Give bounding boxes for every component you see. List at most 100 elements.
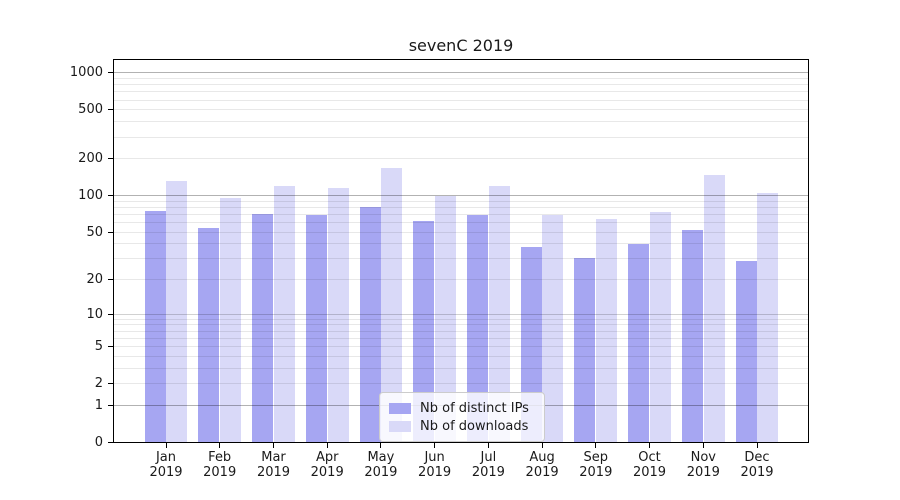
x-tick-label-line: Jun <box>424 450 445 465</box>
y-tick-mark <box>108 404 113 406</box>
x-tick-label-line: Sep <box>583 450 609 465</box>
y-tick-mark <box>108 313 113 315</box>
legend-swatch-distinct-ips <box>389 403 411 414</box>
legend-label-distinct-ips: Nb of distinct IPs <box>420 401 529 416</box>
bar-distinct-ips-jan <box>144 211 166 443</box>
x-tick-mark <box>165 443 167 448</box>
x-tick-label-line: 2019 <box>740 465 774 480</box>
gridline-minor <box>113 99 809 101</box>
bar-downloads-dec <box>757 193 779 443</box>
chart-title: sevenC 2019 <box>408 36 514 55</box>
bar-downloads-sep <box>596 218 618 443</box>
x-tick-label-dec: Dec 2019 <box>725 450 789 480</box>
x-tick-label-line: 2019 <box>418 465 452 480</box>
bar-distinct-ips-nov <box>681 229 703 443</box>
gridline-minor <box>113 84 809 86</box>
x-tick-label-apr: Apr 2019 <box>295 450 359 480</box>
x-tick-label-sep: Sep 2019 <box>564 450 628 480</box>
x-tick-label-line: May <box>367 450 395 465</box>
bar-distinct-ips-may <box>359 206 381 443</box>
gridline-minor <box>113 279 809 281</box>
y-tick-mark <box>108 279 113 281</box>
x-tick-label-jan: Jan 2019 <box>134 450 198 480</box>
x-tick-label-line: 2019 <box>525 465 559 480</box>
x-tick-mark <box>702 443 704 448</box>
gridline-minor <box>113 337 809 339</box>
bar-downloads-nov <box>703 174 725 443</box>
plot-area: 1000 500 200 100 50 20 10 5 2 1 0 Jan 2019 Feb 2019 Mar… <box>70 59 809 480</box>
bar-distinct-ips-sep <box>574 257 596 443</box>
legend: Nb of distinct IPs Nb of downloads <box>379 392 545 442</box>
y-tick-label: 5 <box>94 339 103 355</box>
y-tick-mark <box>108 72 113 74</box>
x-tick-label-oct: Oct 2019 <box>618 450 682 480</box>
x-tick-label-line: 2019 <box>203 465 237 480</box>
y-tick-label: 1000 <box>69 65 103 81</box>
gridline-minor <box>113 330 809 332</box>
x-tick-mark <box>487 443 489 448</box>
x-tick-mark <box>326 443 328 448</box>
gridline-minor <box>113 121 809 123</box>
x-tick-mark <box>273 443 274 448</box>
bar-distinct-ips-apr <box>305 214 327 443</box>
x-tick-label-jul: Jul 2019 <box>456 450 520 480</box>
y-tick-mark <box>108 158 113 160</box>
x-tick-mark <box>756 443 758 448</box>
gridline-minor <box>113 231 809 233</box>
bar-distinct-ips-mar <box>252 214 274 443</box>
x-tick-label-nov: Nov 2019 <box>671 450 735 480</box>
y-tick-mark <box>108 346 113 348</box>
gridline-minor <box>113 243 809 245</box>
y-tick-label: 2 <box>94 376 103 392</box>
bar-downloads-feb <box>220 197 242 443</box>
legend-item: Nb of distinct IPs <box>389 400 535 417</box>
x-tick-label-line: Oct <box>638 450 661 465</box>
x-tick-label-line: Apr <box>315 450 339 465</box>
x-tick-label-line: 2019 <box>310 465 344 480</box>
bar-downloads-jun <box>435 195 457 443</box>
gridline-mid <box>113 313 809 315</box>
bar-distinct-ips-jun <box>413 221 435 443</box>
gridline-minor <box>113 158 809 160</box>
legend-label-downloads: Nb of downloads <box>420 419 529 434</box>
x-tick-label-line: Feb <box>208 450 232 465</box>
x-tick-label-line: Mar <box>261 450 286 465</box>
x-tick-mark <box>219 443 221 448</box>
legend-swatch-downloads <box>389 421 411 432</box>
y-tick-mark <box>108 195 113 197</box>
x-tick-mark <box>380 443 382 448</box>
gridline-major <box>113 195 809 197</box>
bar-distinct-ips-oct <box>628 244 650 443</box>
bar-downloads-may <box>381 167 403 443</box>
legend-item: Nb of downloads <box>389 418 535 435</box>
bar-downloads-mar <box>273 185 295 443</box>
gridline-minor <box>113 213 809 215</box>
x-tick-label-line: 2019 <box>579 465 613 480</box>
x-tick-mark <box>595 443 597 448</box>
gridline-major <box>113 72 809 74</box>
y-tick-label: 100 <box>78 188 103 204</box>
y-tick-label: 10 <box>86 306 103 322</box>
gridline-minor <box>113 258 809 260</box>
x-tick-label-aug: Aug 2019 <box>510 450 574 480</box>
y-tick-label: 1 <box>94 397 103 413</box>
y-tick-label: 500 <box>78 102 103 118</box>
x-tick-label-line: Dec <box>744 450 770 465</box>
y-tick-mark <box>108 231 113 233</box>
bar-downloads-jul <box>488 186 510 443</box>
x-tick-label-feb: Feb 2019 <box>188 450 252 480</box>
gridline-minor <box>113 109 809 111</box>
y-tick-mark <box>108 383 113 385</box>
bar-distinct-ips-jul <box>466 214 488 443</box>
x-tick-label-line: 2019 <box>364 465 398 480</box>
x-tick-label-line: 2019 <box>149 465 183 480</box>
gridline-minor <box>113 91 809 93</box>
gridline-minor <box>113 355 809 357</box>
gridline-minor <box>113 78 809 79</box>
x-tick-mark <box>434 443 436 448</box>
bar-downloads-aug <box>542 214 564 443</box>
gridline-minor <box>113 222 809 223</box>
gridline-minor <box>113 367 809 369</box>
x-tick-mark <box>541 443 543 448</box>
